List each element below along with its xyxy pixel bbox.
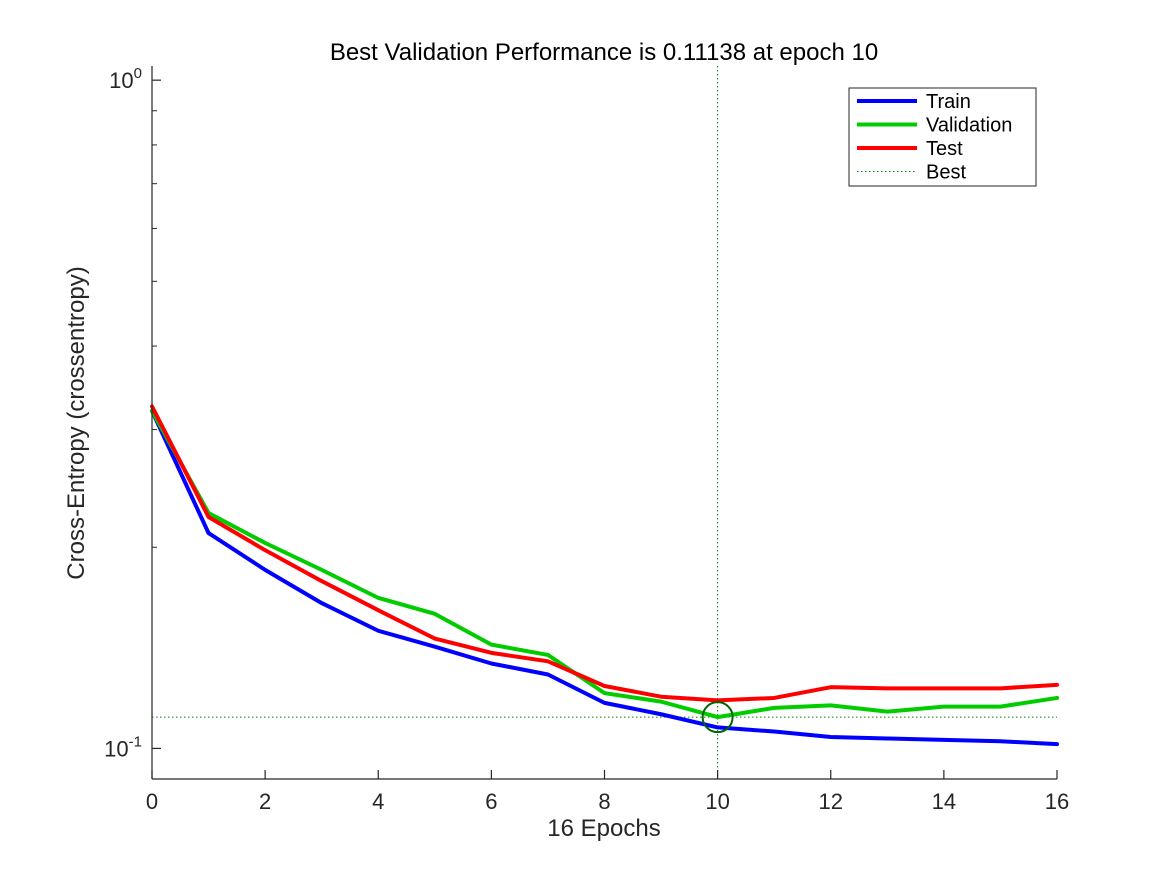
legend-box [848, 87, 1037, 187]
y-axis-label: Cross-Entropy (crossentropy) [63, 266, 90, 579]
y-tick-label: 10-1 [104, 733, 142, 761]
x-axis-label: 16 Epochs [547, 815, 660, 842]
chart-title: Best Validation Performance is 0.11138 a… [330, 39, 878, 66]
legend-label-test: Test [926, 138, 963, 160]
x-tick-label: 12 [819, 789, 843, 814]
series-line-validation [150, 408, 1059, 720]
x-tick-label: 0 [146, 789, 158, 814]
x-tick-label: 6 [485, 789, 497, 814]
x-tick-label: 2 [259, 789, 271, 814]
y-tick-label: 100 [109, 65, 142, 93]
legend-label-validation: Validation [926, 115, 1012, 137]
x-tick-label: 16 [1045, 789, 1069, 814]
series-line-train [150, 408, 1059, 747]
x-tick-label: 14 [932, 789, 956, 814]
legend-label-train: Train [926, 91, 971, 113]
x-axis-ticks: 0 2 4 6 8 10 12 14 16 [146, 770, 1069, 814]
y-axis-ticks: 10-1 100 [104, 65, 161, 780]
series-line-test [150, 404, 1059, 703]
x-tick-label: 4 [372, 789, 384, 814]
best-reference-lines [152, 66, 1057, 779]
x-tick-label: 8 [598, 789, 610, 814]
legend-label-best: Best [926, 162, 966, 184]
series-group [150, 404, 1059, 747]
x-tick-label: 10 [705, 789, 729, 814]
best-marker-circle [701, 701, 734, 734]
best-marker-group [701, 701, 734, 734]
